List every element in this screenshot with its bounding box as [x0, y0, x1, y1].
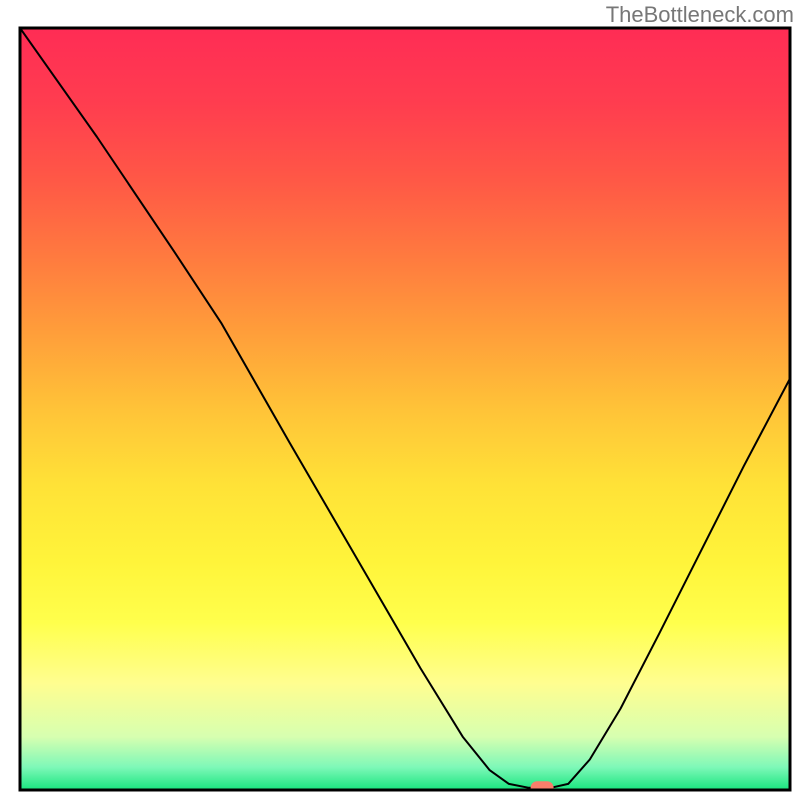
bottleneck-chart: TheBottleneck.com [0, 0, 800, 800]
chart-svg [0, 0, 800, 800]
plot-background-gradient [20, 28, 790, 790]
optimal-marker [531, 782, 553, 794]
